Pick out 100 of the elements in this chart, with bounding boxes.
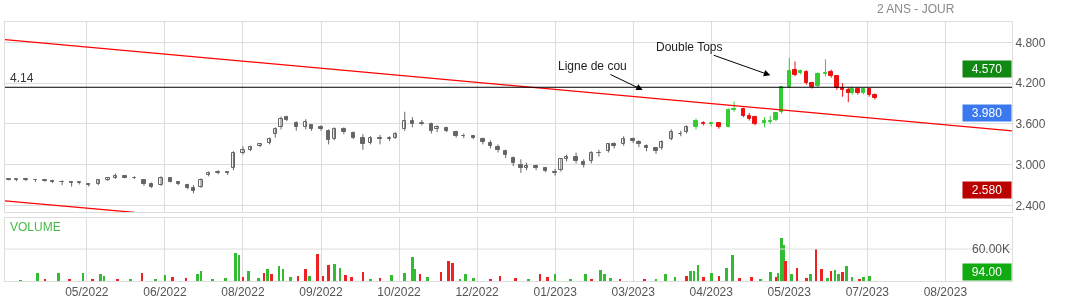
bar <box>851 276 853 281</box>
bar <box>805 277 808 281</box>
annotation: 3.980 <box>971 106 1003 120</box>
x-tick-label: 12/2022 <box>455 285 500 300</box>
bar <box>845 265 848 281</box>
bar <box>44 278 46 281</box>
x-tick-label: 09/2022 <box>299 285 344 300</box>
bar <box>57 272 60 281</box>
annotation: 2.580 <box>971 183 1003 197</box>
chart-title: 2 ANS - JOUR <box>877 2 955 16</box>
bar <box>116 278 119 281</box>
bar <box>82 272 84 281</box>
bar <box>403 272 406 281</box>
x-tick-label: 05/2022 <box>65 285 109 300</box>
bar <box>68 278 71 281</box>
bar <box>266 268 269 281</box>
ref-line-label: 60.00K <box>972 242 1011 256</box>
bar <box>379 277 381 281</box>
ref-line-label: 4.14 <box>10 71 34 85</box>
bar <box>826 277 829 281</box>
y-tick-label: 4.800 <box>1015 35 1046 50</box>
bar <box>539 273 541 281</box>
bar <box>862 276 865 281</box>
bar <box>238 254 240 281</box>
bar <box>830 270 832 281</box>
bar <box>308 275 311 281</box>
bar <box>685 275 688 281</box>
bar <box>200 270 202 281</box>
chart-title: VOLUME <box>10 220 61 234</box>
annotation: 4.570 <box>971 62 1003 76</box>
bar <box>858 278 861 281</box>
bar <box>164 274 166 281</box>
bar <box>472 277 475 281</box>
bar <box>362 271 364 281</box>
bar <box>440 271 442 281</box>
bar <box>419 273 421 281</box>
bar <box>489 278 492 281</box>
x-tick-label: 04/2023 <box>689 285 734 300</box>
bar <box>689 270 692 281</box>
bar <box>344 274 347 281</box>
y-tick-label: 3.000 <box>1015 157 1046 172</box>
y-tick-label: 4.200 <box>1015 76 1046 91</box>
bar <box>103 275 105 281</box>
bar <box>459 278 461 281</box>
bar <box>333 263 336 281</box>
bar <box>234 252 237 281</box>
y-tick-label: 3.600 <box>1015 117 1046 132</box>
bar <box>91 278 94 281</box>
bar <box>702 276 705 281</box>
bar <box>603 273 606 281</box>
bar <box>339 267 341 281</box>
bar <box>527 278 530 281</box>
bar <box>257 277 260 281</box>
bar <box>837 273 840 281</box>
x-tick-label: 05/2023 <box>767 285 812 300</box>
bar <box>304 268 307 281</box>
bar <box>759 278 762 281</box>
bar <box>211 278 214 281</box>
bar <box>129 278 132 281</box>
bar <box>185 277 187 281</box>
candlestick <box>225 171 229 176</box>
bar <box>316 253 319 281</box>
bar <box>750 276 753 281</box>
annotation: 94.00 <box>971 265 1003 279</box>
bar <box>242 276 244 281</box>
bar <box>196 273 199 281</box>
bar <box>619 278 621 281</box>
bar <box>820 268 823 281</box>
bar <box>599 269 602 281</box>
bar <box>790 273 793 281</box>
bar <box>451 262 454 281</box>
bar <box>171 276 174 281</box>
bar <box>643 278 646 281</box>
bar <box>36 272 39 281</box>
annotation: Double Tops <box>656 40 723 54</box>
bar <box>693 270 695 281</box>
bar <box>725 267 728 281</box>
bar <box>664 273 667 281</box>
bar <box>731 254 734 281</box>
bar <box>390 274 393 281</box>
bar <box>282 268 284 281</box>
bar <box>447 260 450 281</box>
bar <box>674 276 676 281</box>
bar <box>569 278 572 281</box>
x-tick-label: 08/2022 <box>221 285 265 300</box>
x-tick-label: 03/2023 <box>611 285 656 300</box>
bar <box>655 278 657 281</box>
bar <box>141 272 143 281</box>
bar <box>841 271 844 281</box>
bar <box>609 277 612 281</box>
bar <box>289 276 292 281</box>
bar <box>697 264 699 281</box>
bar <box>514 277 517 281</box>
bar <box>784 260 787 281</box>
x-tick-label: 07/2023 <box>845 285 890 300</box>
bar <box>809 273 812 281</box>
bar <box>815 248 817 281</box>
bar <box>584 273 587 281</box>
bar <box>278 265 280 281</box>
bar <box>718 275 720 281</box>
